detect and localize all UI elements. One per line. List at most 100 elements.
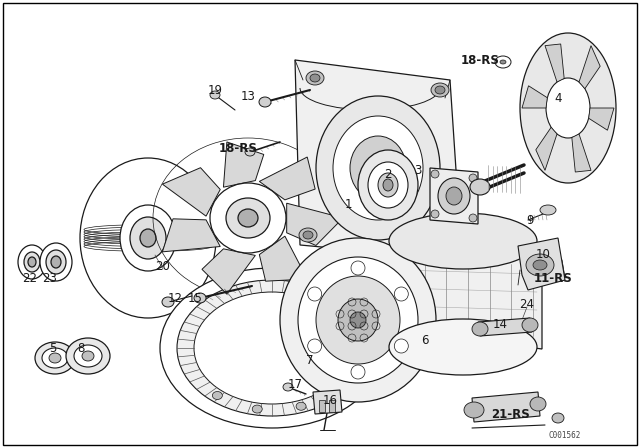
Ellipse shape xyxy=(333,116,423,220)
Ellipse shape xyxy=(472,322,488,336)
Ellipse shape xyxy=(310,74,320,82)
Ellipse shape xyxy=(520,33,616,183)
Ellipse shape xyxy=(298,257,418,383)
Ellipse shape xyxy=(431,170,439,178)
Ellipse shape xyxy=(350,312,366,328)
Ellipse shape xyxy=(540,205,556,215)
Polygon shape xyxy=(259,157,315,200)
Text: 22: 22 xyxy=(22,271,38,284)
Text: 4: 4 xyxy=(554,91,562,104)
Ellipse shape xyxy=(40,243,72,281)
Ellipse shape xyxy=(210,91,220,99)
Ellipse shape xyxy=(238,209,258,227)
Text: 3: 3 xyxy=(414,164,422,177)
Ellipse shape xyxy=(435,86,445,94)
Polygon shape xyxy=(287,203,343,246)
Ellipse shape xyxy=(51,256,61,268)
Ellipse shape xyxy=(252,405,262,413)
Polygon shape xyxy=(522,86,547,108)
Text: 1: 1 xyxy=(344,198,352,211)
Polygon shape xyxy=(472,392,540,422)
Ellipse shape xyxy=(546,78,590,138)
Ellipse shape xyxy=(368,162,408,208)
Ellipse shape xyxy=(394,287,408,301)
Text: 10: 10 xyxy=(536,249,550,262)
Text: 2: 2 xyxy=(384,168,392,181)
Ellipse shape xyxy=(389,213,537,269)
Ellipse shape xyxy=(299,228,317,242)
Text: 24: 24 xyxy=(520,298,534,311)
Text: 23: 23 xyxy=(43,271,58,284)
Polygon shape xyxy=(329,400,335,412)
Polygon shape xyxy=(259,236,307,281)
Ellipse shape xyxy=(80,158,216,318)
Ellipse shape xyxy=(18,245,46,279)
Polygon shape xyxy=(589,108,614,130)
Ellipse shape xyxy=(245,148,255,156)
Text: 12: 12 xyxy=(168,292,182,305)
Ellipse shape xyxy=(162,297,174,307)
Text: 6: 6 xyxy=(421,333,429,346)
Ellipse shape xyxy=(350,136,406,200)
Polygon shape xyxy=(478,318,532,336)
Ellipse shape xyxy=(464,402,484,418)
Ellipse shape xyxy=(74,345,102,367)
Ellipse shape xyxy=(351,261,365,275)
Polygon shape xyxy=(295,60,462,260)
Polygon shape xyxy=(518,238,565,290)
Polygon shape xyxy=(163,168,220,216)
Polygon shape xyxy=(313,390,342,414)
Text: 7: 7 xyxy=(307,353,314,366)
Text: 8: 8 xyxy=(77,341,84,354)
Ellipse shape xyxy=(533,260,547,270)
Ellipse shape xyxy=(66,338,110,374)
Ellipse shape xyxy=(431,210,439,218)
Ellipse shape xyxy=(49,353,61,363)
Text: 18-RS: 18-RS xyxy=(461,53,499,66)
Ellipse shape xyxy=(82,351,94,361)
Ellipse shape xyxy=(308,339,322,353)
Ellipse shape xyxy=(500,60,506,64)
Polygon shape xyxy=(319,400,325,412)
Ellipse shape xyxy=(140,229,156,247)
Ellipse shape xyxy=(28,257,36,267)
Ellipse shape xyxy=(130,217,166,259)
Ellipse shape xyxy=(177,280,367,416)
Ellipse shape xyxy=(438,178,470,214)
Text: 16: 16 xyxy=(323,393,337,406)
Ellipse shape xyxy=(280,238,436,402)
Ellipse shape xyxy=(530,397,546,411)
Ellipse shape xyxy=(316,96,440,240)
Text: 5: 5 xyxy=(49,341,57,354)
Ellipse shape xyxy=(470,179,490,195)
Polygon shape xyxy=(163,219,220,252)
Ellipse shape xyxy=(226,198,270,238)
Text: 19: 19 xyxy=(207,83,223,96)
Ellipse shape xyxy=(194,293,206,303)
Ellipse shape xyxy=(469,214,477,222)
Ellipse shape xyxy=(42,348,68,368)
Text: 17: 17 xyxy=(287,379,303,392)
Ellipse shape xyxy=(366,154,390,182)
Ellipse shape xyxy=(283,383,293,391)
Text: 13: 13 xyxy=(241,90,255,103)
Polygon shape xyxy=(223,142,264,187)
Ellipse shape xyxy=(306,71,324,85)
Ellipse shape xyxy=(552,413,564,423)
Ellipse shape xyxy=(446,187,462,205)
Ellipse shape xyxy=(46,250,66,274)
Ellipse shape xyxy=(210,183,286,253)
Ellipse shape xyxy=(303,231,313,239)
Text: C001562: C001562 xyxy=(549,431,581,439)
Ellipse shape xyxy=(522,318,538,332)
Ellipse shape xyxy=(526,254,554,276)
Ellipse shape xyxy=(378,173,398,197)
Ellipse shape xyxy=(351,365,365,379)
Text: 18-RS: 18-RS xyxy=(219,142,257,155)
Ellipse shape xyxy=(469,174,477,182)
Ellipse shape xyxy=(338,299,378,341)
Text: 15: 15 xyxy=(188,292,202,305)
Text: 14: 14 xyxy=(493,319,508,332)
Text: 21-RS: 21-RS xyxy=(491,409,529,422)
Ellipse shape xyxy=(495,56,511,68)
